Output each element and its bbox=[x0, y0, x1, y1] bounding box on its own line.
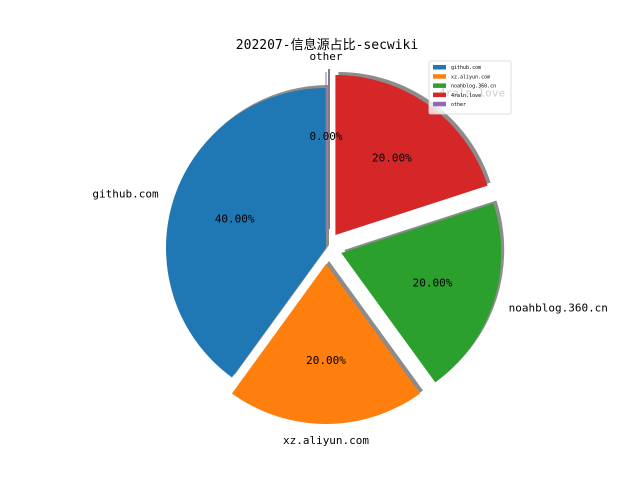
percent-labels: 40.00% 20.00% 20.00% 20.00% 0.00% bbox=[215, 130, 453, 367]
legend-swatch-noahblog-360-cn bbox=[433, 83, 446, 88]
slice-xz-aliyun-com bbox=[231, 264, 421, 424]
slice-label-xz-aliyun-com: xz.aliyun.com bbox=[283, 434, 369, 447]
slice-label-github-com: github.com bbox=[92, 188, 159, 201]
pct-label-xz-aliyun-com: 20.00% bbox=[306, 354, 346, 367]
legend-swatch-other bbox=[433, 101, 446, 107]
legend-label-noahblog-360-cn: noahblog.360.cn bbox=[451, 84, 496, 90]
slice-label-other: other bbox=[309, 50, 342, 63]
slice-github-com bbox=[165, 88, 326, 378]
legend: github.com xz.aliyun.com noahblog.360.cn 4r… bbox=[428, 60, 512, 115]
legend-swatch-4raln-love bbox=[433, 92, 446, 98]
legend-swatch-github-com bbox=[433, 65, 446, 70]
slice-label-noahblog-360-cn: noahblog.360.cn bbox=[509, 301, 608, 314]
slice-noahblog-360-cn bbox=[341, 203, 502, 383]
legend-swatch-xz-aliyun-com bbox=[433, 74, 446, 79]
pie-wedges bbox=[165, 72, 502, 424]
pct-label-github-com: 40.00% bbox=[215, 212, 255, 225]
legend-label-github-com: github.com bbox=[451, 65, 481, 71]
legend-label-xz-aliyun-com: xz.aliyun.com bbox=[451, 74, 490, 80]
slice-4raln-love bbox=[335, 75, 488, 236]
pct-label-other: 0.00% bbox=[309, 130, 342, 143]
slice-labels: github.com xz.aliyun.com noahblog.360.cn 4r… bbox=[92, 50, 608, 447]
legend-label-4raln-love: 4raln.love bbox=[451, 93, 481, 99]
chart-title: 202207-信息源占比-secwiki bbox=[236, 37, 418, 53]
legend-label-other: other bbox=[451, 102, 466, 108]
pct-label-noahblog-360-cn: 20.00% bbox=[413, 277, 453, 290]
pct-label-4raln-love: 20.00% bbox=[372, 151, 412, 164]
legend-frame bbox=[428, 60, 512, 115]
